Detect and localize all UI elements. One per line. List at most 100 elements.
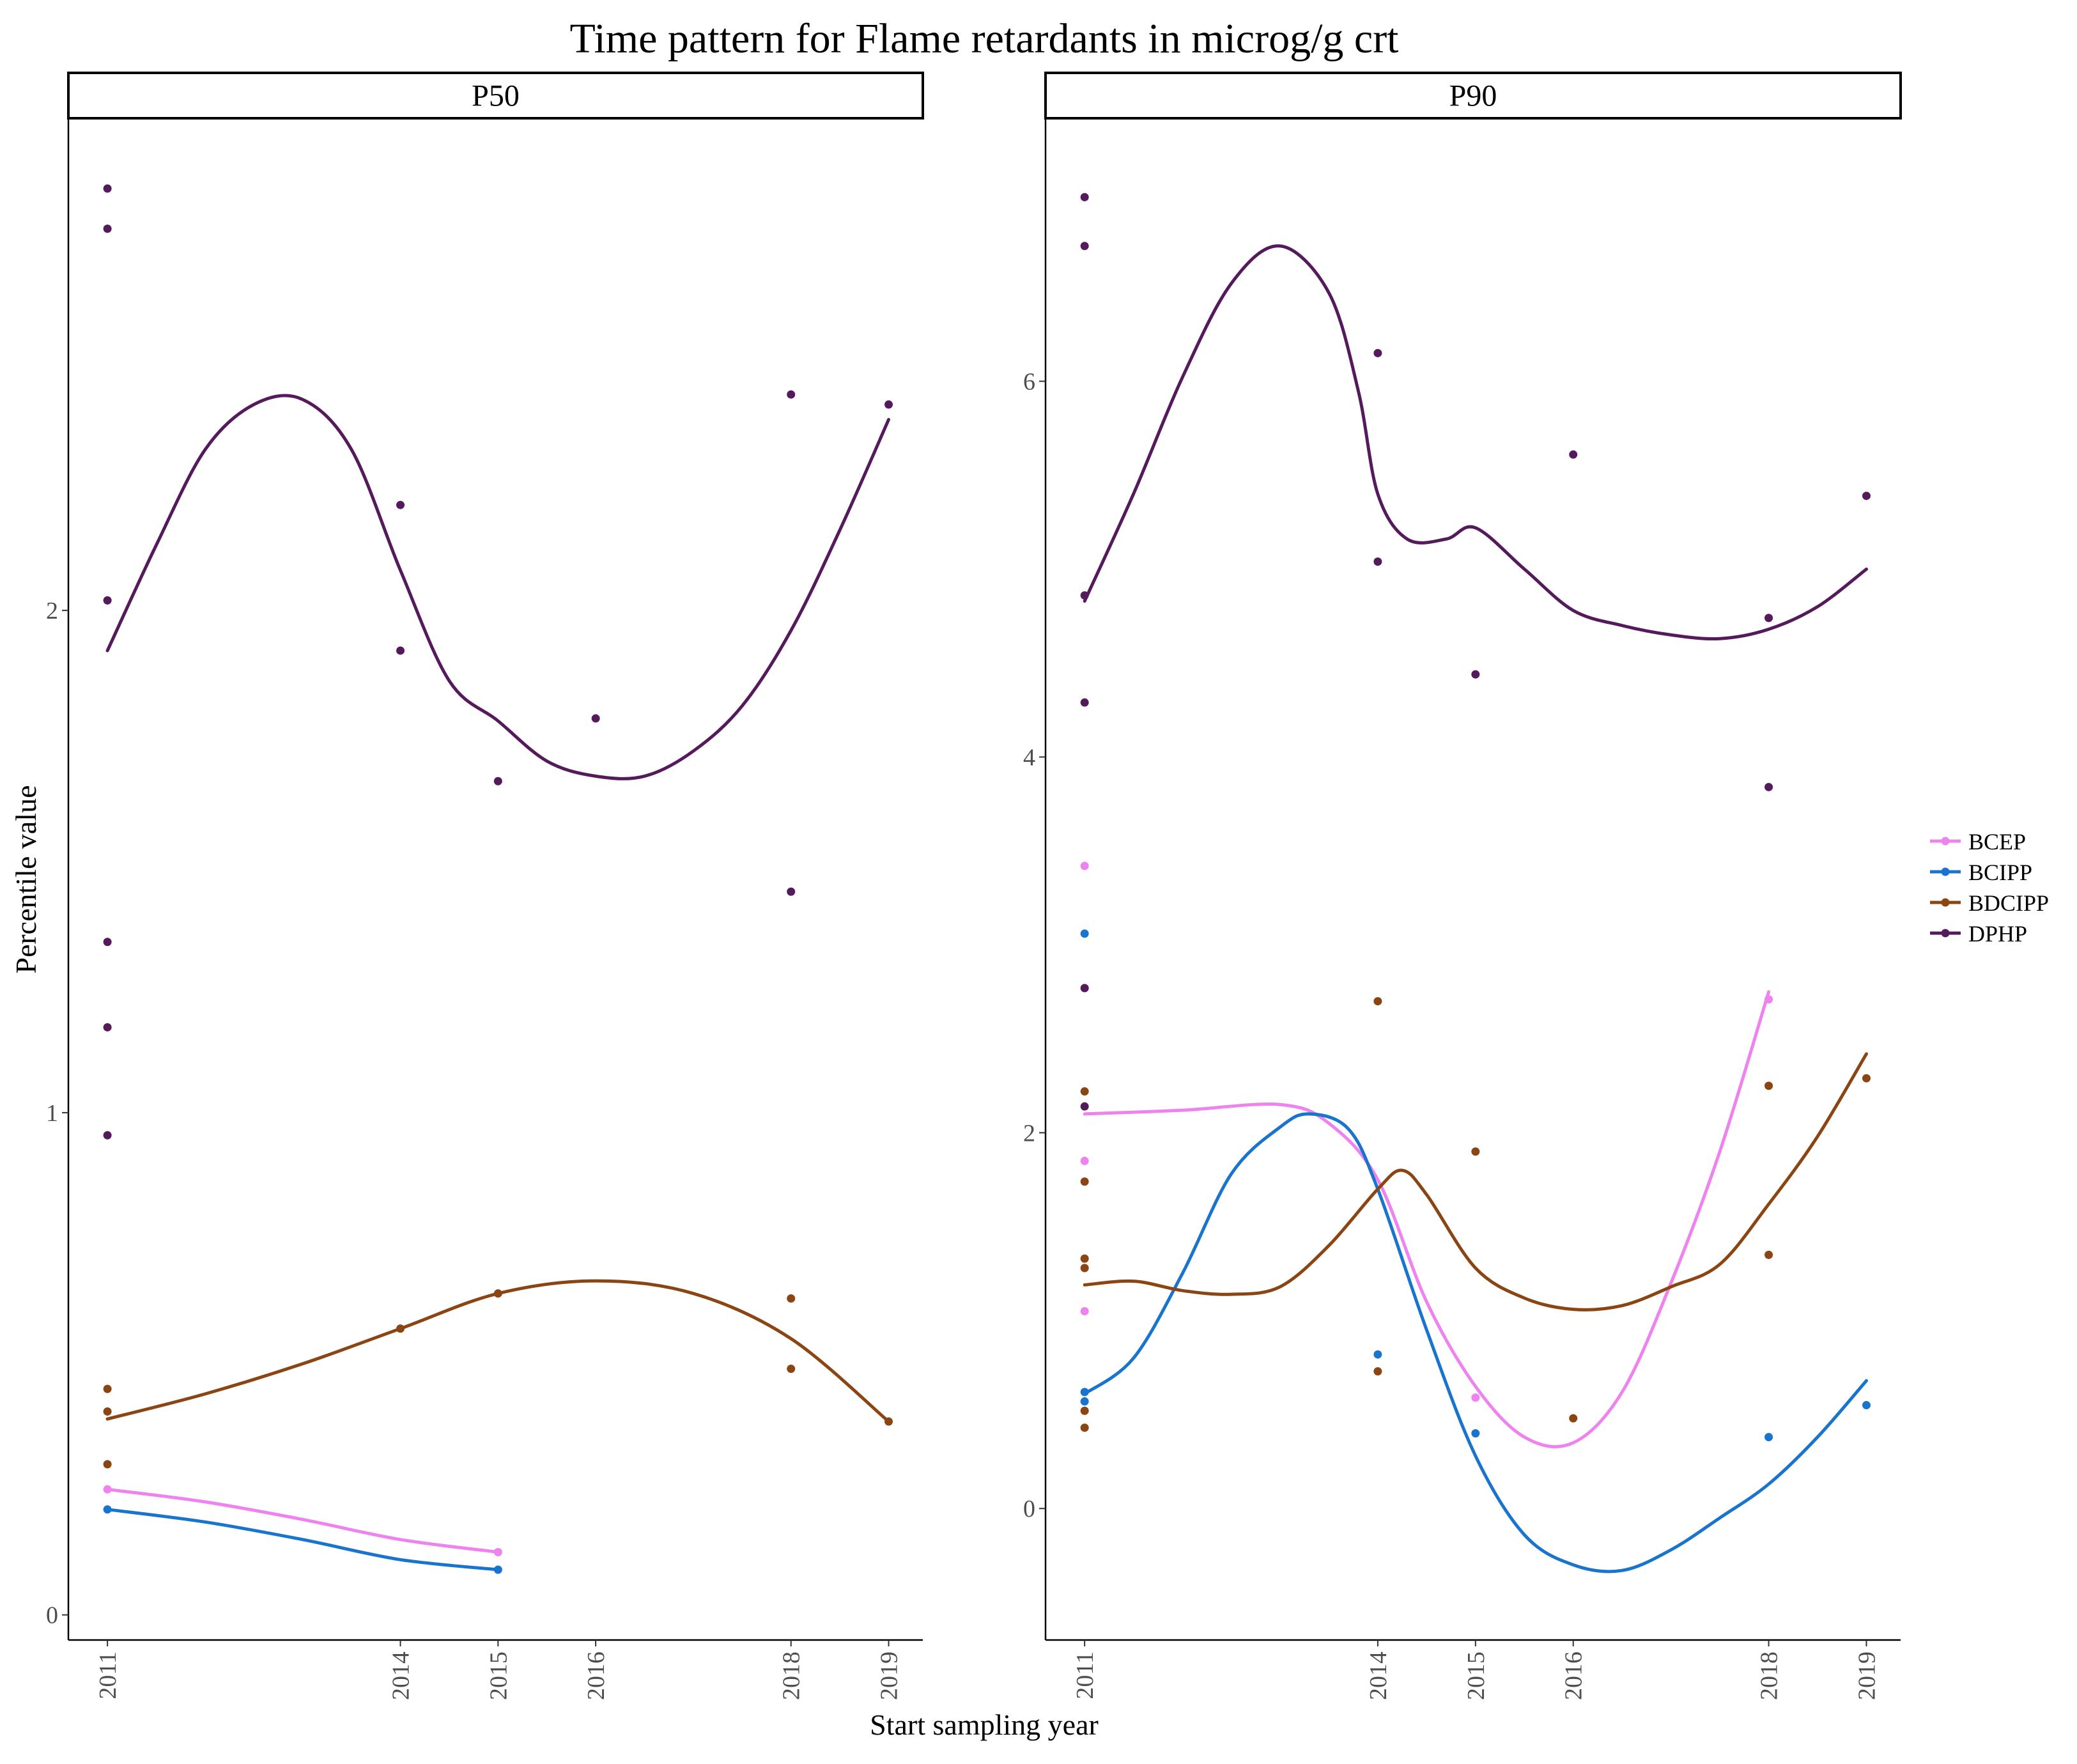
data-point-bdcipp — [103, 1460, 112, 1469]
x-tick-label: 2015 — [1463, 1652, 1490, 1700]
panel-p50: P50 0 1 2 2011 2014 2015 2016 2018 2019 — [46, 72, 924, 1700]
data-point-bdcipp — [1373, 997, 1382, 1006]
data-point-bdcipp — [1080, 1423, 1089, 1432]
y-tick-label: 2 — [1023, 1120, 1035, 1147]
data-point-bdcipp — [396, 1324, 405, 1333]
x-tick-label: 2018 — [1756, 1652, 1783, 1700]
data-point-dphp — [103, 1023, 112, 1032]
data-point-bcipp — [1764, 1433, 1773, 1442]
series-bcep — [1080, 862, 1773, 1449]
x-tick-label: 2016 — [583, 1652, 610, 1700]
legend-key-point — [1941, 867, 1950, 876]
data-point-dphp — [103, 224, 112, 233]
series-dphp — [1080, 192, 1871, 1111]
series-bdcipp — [1080, 997, 1871, 1432]
trend-line-bcipp — [1083, 1112, 1868, 1574]
legend-label: BCEP — [1968, 829, 2026, 855]
data-point-bcep — [103, 1485, 112, 1494]
data-point-bcipp — [1862, 1401, 1871, 1410]
data-point-bdcipp — [1080, 1254, 1089, 1263]
data-point-bdcipp — [1080, 1177, 1089, 1186]
legend-label: BCIPP — [1968, 860, 2032, 885]
panel-p90: P90 0 2 4 6 2011 2014 2015 2016 2018 2019 — [1023, 72, 1902, 1700]
strip-label: P90 — [1449, 79, 1497, 113]
x-axis-label: Start sampling year — [870, 1708, 1099, 1741]
data-point-dphp — [1080, 1102, 1089, 1111]
data-point-bcep — [1471, 1393, 1480, 1402]
data-point-dphp — [396, 500, 405, 509]
trend-line-dphp — [1083, 244, 1868, 641]
data-point-bcipp — [1080, 929, 1089, 938]
data-point-dphp — [1080, 984, 1089, 993]
legend-key-point — [1941, 898, 1950, 907]
trend-line-bcep — [1083, 990, 1771, 1449]
data-point-bcipp — [1471, 1429, 1480, 1438]
data-point-bdcipp — [1373, 1367, 1382, 1376]
y-tick-label: 6 — [1023, 369, 1035, 396]
legend-key-point — [1941, 929, 1950, 938]
trend-line-bcipp — [105, 1508, 500, 1572]
data-point-bcipp — [1080, 1397, 1089, 1406]
data-point-dphp — [1471, 670, 1480, 679]
y-tick-label: 4 — [1023, 744, 1035, 771]
series-bcipp — [103, 1505, 502, 1574]
data-point-dphp — [1080, 192, 1089, 201]
x-tick-label: 2019 — [1853, 1652, 1880, 1700]
data-point-bcipp — [103, 1505, 112, 1514]
data-point-bcipp — [1080, 1388, 1089, 1396]
y-tick-label: 0 — [1023, 1496, 1035, 1522]
data-point-bdcipp — [787, 1294, 796, 1303]
legend-label: DPHP — [1968, 921, 2027, 947]
data-point-bdcipp — [1080, 1087, 1089, 1096]
data-point-bdcipp — [103, 1384, 112, 1393]
data-point-bcep — [1080, 1307, 1089, 1316]
x-tick-label: 2014 — [1365, 1652, 1392, 1700]
data-point-dphp — [787, 390, 796, 399]
data-point-dphp — [1764, 614, 1773, 623]
data-point-dphp — [103, 596, 112, 605]
series-bcep — [103, 1485, 502, 1556]
y-tick-label: 0 — [46, 1602, 58, 1629]
data-point-dphp — [103, 938, 112, 947]
data-point-bdcipp — [1764, 1250, 1773, 1259]
trend-line-bdcipp — [1083, 1052, 1868, 1311]
data-point-bdcipp — [1471, 1147, 1480, 1156]
legend-label: BDCIPP — [1968, 890, 2049, 916]
data-point-dphp — [1373, 557, 1382, 566]
data-point-bdcipp — [103, 1407, 112, 1416]
series-bcipp — [1080, 929, 1871, 1574]
data-point-bcep — [493, 1547, 502, 1556]
legend-key-point — [1941, 837, 1950, 846]
data-point-bcep — [1080, 1156, 1089, 1165]
legend-item-dphp: DPHP — [1930, 921, 2027, 947]
legend-item-bcipp: BCIPP — [1930, 860, 2032, 885]
x-tick-label: 2015 — [485, 1652, 512, 1700]
series-bdcipp — [103, 1279, 893, 1469]
data-point-dphp — [884, 400, 893, 409]
data-point-bdcipp — [884, 1417, 893, 1426]
x-tick-label: 2011 — [95, 1652, 121, 1699]
strip-box — [1044, 72, 1902, 120]
data-point-bdcipp — [787, 1365, 796, 1373]
data-point-bcipp — [1373, 1350, 1382, 1359]
data-point-bcep — [1080, 862, 1089, 870]
trend-line-bcep — [105, 1487, 500, 1554]
data-point-bdcipp — [1764, 1081, 1773, 1090]
data-point-dphp — [1862, 491, 1871, 500]
data-point-dphp — [1569, 450, 1578, 459]
data-point-dphp — [1764, 782, 1773, 791]
y-axis-label: Percentile value — [10, 785, 42, 973]
data-point-bdcipp — [1569, 1414, 1578, 1423]
x-tick-label: 2016 — [1561, 1652, 1587, 1700]
strip-box — [67, 72, 924, 120]
series-dphp — [103, 184, 893, 1140]
data-point-dphp — [493, 777, 502, 785]
x-tick-label: 2018 — [778, 1652, 805, 1700]
data-point-dphp — [591, 714, 600, 723]
legend-item-bdcipp: BDCIPP — [1930, 890, 2049, 916]
data-point-bdcipp — [1080, 1406, 1089, 1415]
legend: BCEP BCIPP BDCIPP DPHP — [1930, 829, 2049, 947]
data-point-bcep — [1764, 995, 1773, 1004]
data-point-dphp — [1080, 698, 1089, 707]
